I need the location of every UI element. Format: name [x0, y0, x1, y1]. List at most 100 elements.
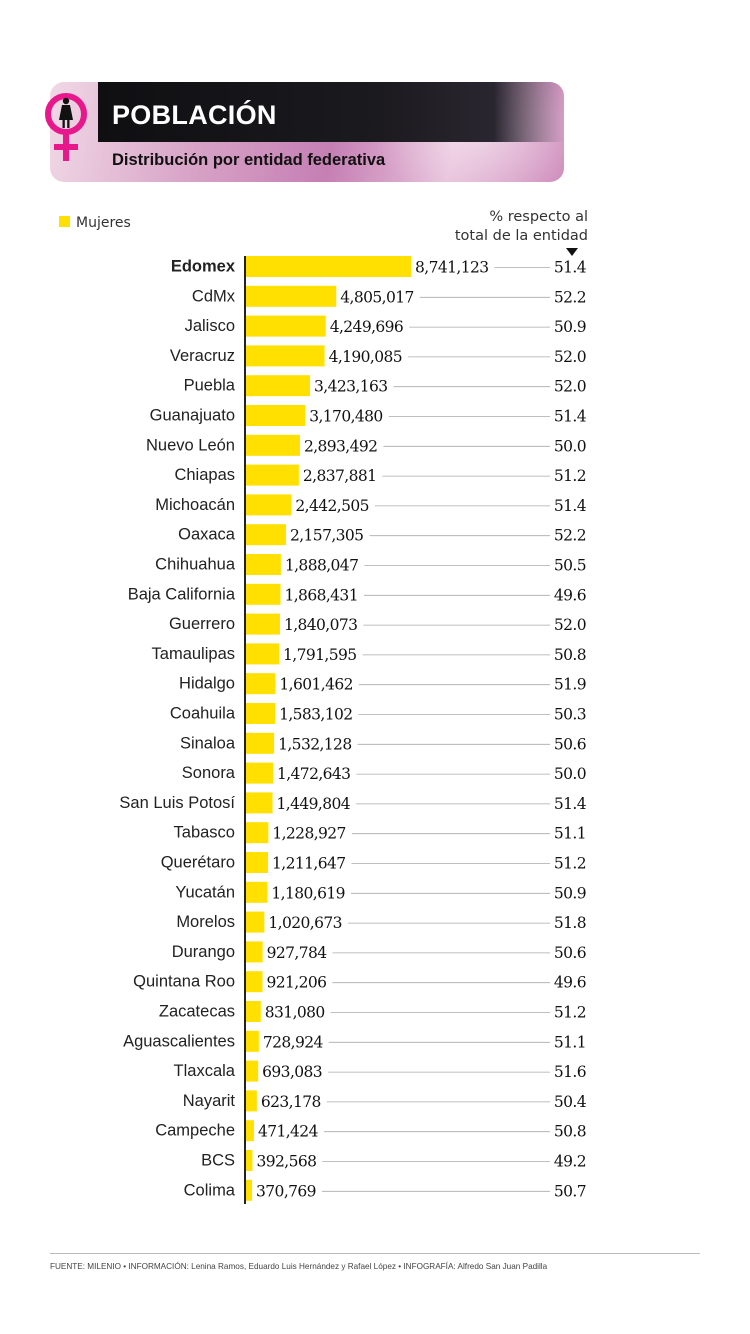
value-label: 1,472,643	[277, 765, 351, 783]
percent-label: 51.2	[554, 855, 586, 873]
percent-label: 52.0	[554, 348, 586, 366]
percent-label: 49.2	[554, 1153, 586, 1171]
category-label: San Luis Potosí	[119, 794, 235, 812]
percent-column-header: % respecto al total de la entidad	[455, 208, 588, 246]
category-label: Sinaloa	[180, 734, 236, 752]
value-label: 1,449,804	[277, 795, 351, 813]
value-label: 3,423,163	[314, 378, 388, 396]
category-label: Yucatán	[175, 883, 235, 901]
bar	[245, 613, 280, 635]
value-label: 728,924	[263, 1033, 324, 1051]
chart-axis	[244, 256, 246, 1204]
bar	[245, 881, 268, 903]
category-label: Chihuahua	[155, 556, 236, 574]
category-label: Puebla	[184, 377, 236, 395]
percent-label: 51.4	[554, 497, 587, 515]
value-label: 8,741,123	[415, 259, 489, 277]
category-label: Sonora	[182, 764, 236, 782]
percent-label: 50.8	[554, 1123, 586, 1141]
bar	[245, 941, 263, 963]
bar	[245, 1179, 253, 1201]
value-label: 1,211,647	[272, 855, 346, 873]
percent-label: 52.2	[554, 527, 586, 545]
category-label: Campeche	[155, 1122, 235, 1140]
value-label: 1,601,462	[279, 676, 353, 694]
percent-label: 50.5	[554, 557, 586, 575]
percent-label: 51.1	[554, 825, 586, 843]
value-label: 3,170,480	[309, 408, 383, 426]
value-label: 471,424	[258, 1123, 319, 1141]
bar	[245, 1120, 254, 1142]
category-label: Zacatecas	[159, 1003, 235, 1021]
value-label: 1,791,595	[283, 646, 357, 664]
legend-label: Mujeres	[76, 215, 131, 231]
category-label: Hidalgo	[179, 675, 235, 693]
arrow-down-icon	[566, 248, 578, 256]
value-label: 1,228,927	[272, 825, 346, 843]
page-subtitle: Distribución por entidad federativa	[112, 151, 386, 169]
page-title: POBLACIÓN	[112, 100, 277, 130]
bar	[245, 494, 292, 516]
bar	[245, 583, 281, 605]
percent-label: 50.3	[554, 706, 586, 724]
bar	[245, 405, 306, 426]
percent-header-line2: total de la entidad	[454, 228, 588, 244]
value-label: 4,190,085	[329, 348, 403, 366]
value-label: 1,868,431	[284, 586, 358, 604]
category-label: Veracruz	[170, 347, 235, 365]
bar	[245, 1090, 257, 1112]
value-label: 831,080	[265, 1004, 325, 1022]
bar	[245, 285, 337, 307]
percent-label: 50.8	[554, 646, 586, 664]
value-label: 2,837,881	[303, 467, 377, 485]
footer-credits: FUENTE: MILENIO • INFORMACIÓN: Lenina Ra…	[50, 1262, 548, 1271]
value-label: 370,769	[256, 1182, 316, 1200]
value-label: 927,784	[267, 944, 328, 962]
category-label: Michoacán	[155, 496, 235, 514]
bar	[245, 464, 299, 486]
value-label: 4,249,696	[330, 318, 404, 336]
woman-icon	[59, 97, 73, 128]
value-label: 1,888,047	[285, 557, 359, 575]
footer-rule	[50, 1253, 700, 1254]
percent-label: 49.6	[554, 586, 586, 604]
bar	[245, 1030, 259, 1052]
percent-header-line1: % respecto al	[489, 209, 588, 225]
percent-label: 51.4	[554, 408, 587, 426]
category-label: Durango	[172, 943, 235, 961]
bar	[245, 1150, 253, 1171]
percent-label: 50.7	[554, 1182, 586, 1200]
value-label: 2,157,305	[290, 527, 364, 545]
bar	[245, 1001, 261, 1022]
percent-label: 51.4	[554, 795, 587, 813]
bar	[245, 762, 273, 784]
bar	[245, 643, 280, 665]
category-label: Quintana Roo	[133, 973, 235, 991]
category-label: Coahuila	[170, 705, 236, 723]
category-label: Nuevo León	[146, 436, 235, 454]
bar	[245, 971, 263, 993]
value-label: 2,893,492	[304, 437, 378, 455]
bar	[245, 524, 286, 546]
percent-label: 51.6	[554, 1063, 586, 1081]
bar	[245, 792, 273, 814]
percent-label: 52.0	[554, 378, 586, 396]
percent-label: 50.4	[554, 1093, 587, 1111]
percent-label: 51.4	[554, 259, 587, 277]
category-label: BCS	[201, 1152, 235, 1170]
category-label: Tamaulipas	[152, 645, 235, 663]
legend-swatch	[59, 216, 70, 227]
value-label: 1,840,073	[284, 616, 358, 634]
category-label: Morelos	[176, 913, 235, 931]
category-label: Jalisco	[185, 317, 235, 335]
value-label: 693,083	[262, 1063, 322, 1081]
bar	[245, 852, 269, 873]
percent-label: 50.9	[554, 884, 586, 902]
value-label: 4,805,017	[340, 288, 414, 306]
percent-label: 50.9	[554, 318, 586, 336]
bar	[245, 673, 276, 695]
bar	[245, 256, 411, 277]
title-box	[98, 82, 564, 142]
percent-label: 50.0	[554, 765, 586, 783]
percent-label: 50.6	[554, 944, 586, 962]
